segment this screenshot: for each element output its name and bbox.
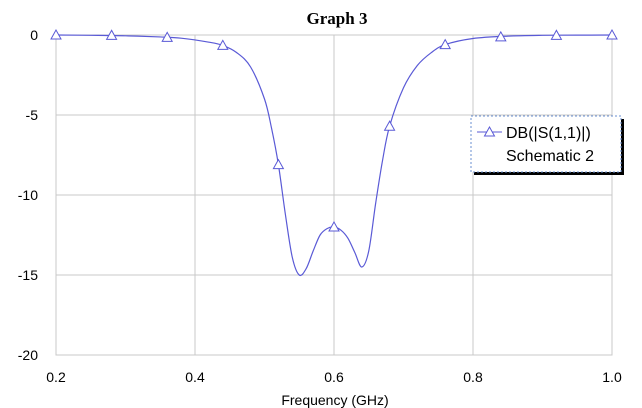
y-tick-label: -10 bbox=[18, 187, 38, 203]
x-tick-label: 0.6 bbox=[324, 369, 344, 385]
y-tick-label: -20 bbox=[18, 347, 38, 363]
y-tick-label: 0 bbox=[30, 27, 38, 43]
grid bbox=[55, 34, 613, 356]
y-tick-label: -15 bbox=[18, 267, 38, 283]
triangle-marker bbox=[105, 29, 118, 40]
x-axis-label: Frequency (GHz) bbox=[281, 392, 388, 408]
legend-triangle-marker bbox=[483, 125, 496, 137]
triangle-marker bbox=[272, 158, 285, 170]
legend-box bbox=[470, 115, 622, 173]
plot-area bbox=[55, 34, 613, 356]
y-axis: 0 -5 -10 -15 -20 bbox=[18, 27, 38, 363]
triangle-marker bbox=[494, 30, 507, 42]
triangle-marker bbox=[50, 28, 62, 40]
legend[interactable]: DB(|S(1,1)|) Schematic 2 bbox=[470, 115, 624, 175]
chart-title: Graph 3 bbox=[307, 9, 368, 28]
x-tick-label: 0.2 bbox=[46, 369, 66, 385]
triangle-marker bbox=[328, 220, 340, 232]
x-tick-label: 0.4 bbox=[185, 369, 205, 385]
x-axis: 0.2 0.4 0.6 0.8 1.0 bbox=[46, 369, 622, 385]
triangle-marker bbox=[383, 120, 396, 131]
series-group bbox=[50, 28, 618, 277]
y-tick-label: -5 bbox=[26, 107, 39, 123]
triangle-marker bbox=[606, 28, 618, 40]
x-tick-label: 1.0 bbox=[602, 369, 622, 385]
legend-series-subtitle: Schematic 2 bbox=[506, 148, 594, 165]
triangle-marker bbox=[550, 29, 563, 40]
triangle-marker bbox=[439, 38, 452, 50]
x-tick-label: 0.8 bbox=[463, 369, 483, 385]
triangle-marker bbox=[216, 39, 229, 50]
triangle-marker bbox=[161, 31, 174, 42]
legend-series-name: DB(|S(1,1)|) bbox=[506, 125, 591, 142]
